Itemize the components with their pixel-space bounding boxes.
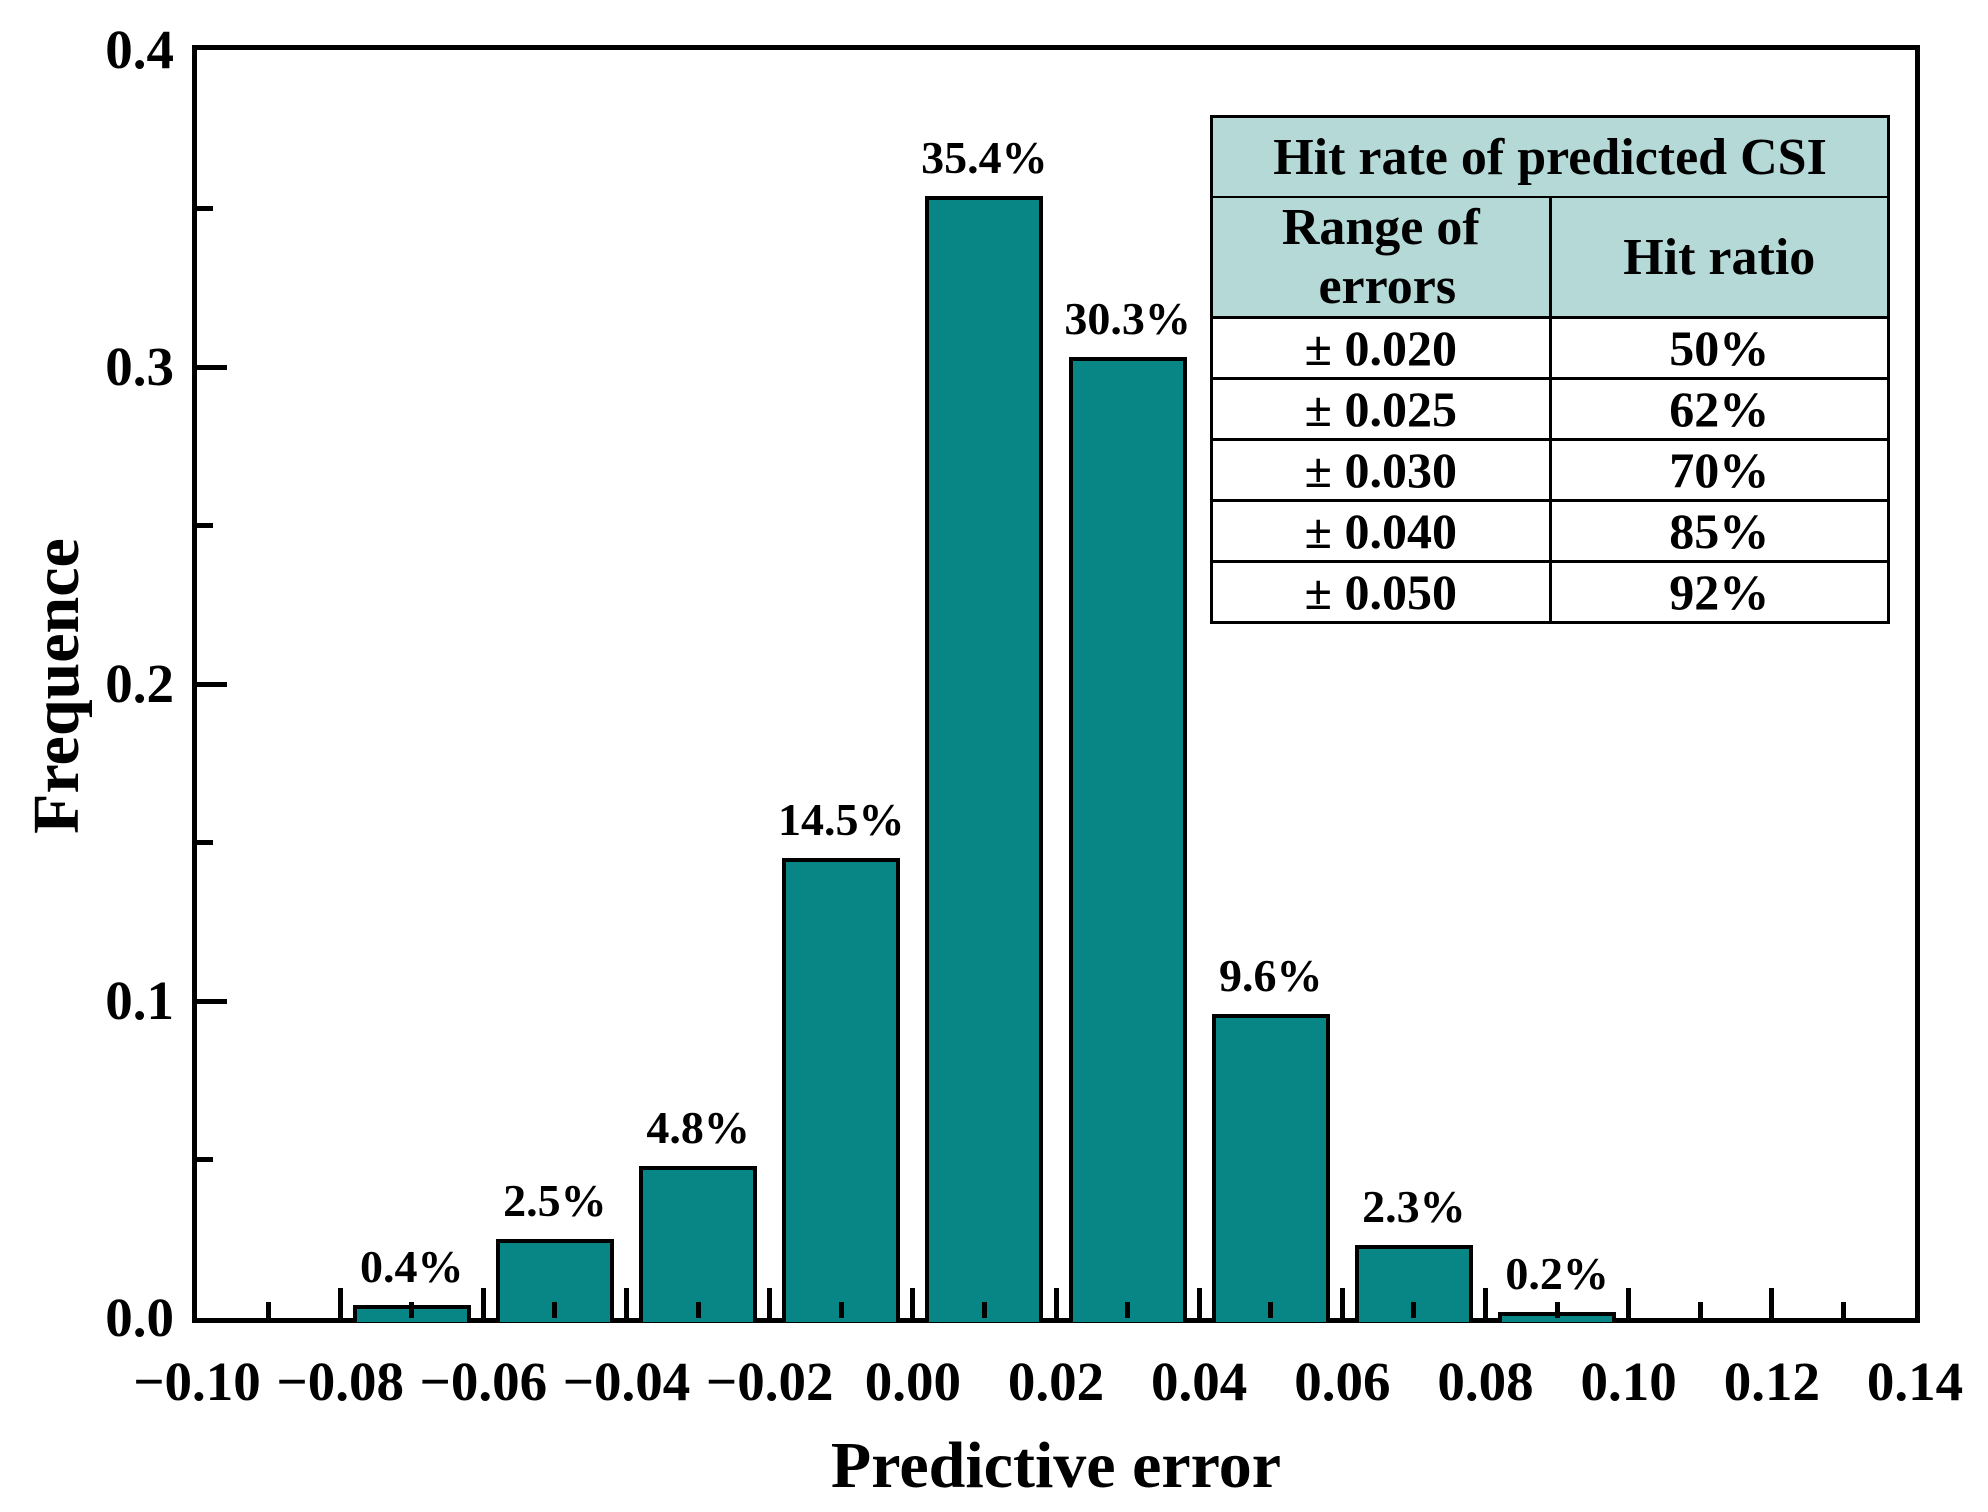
table-row: ± 0.050 92% [1210, 560, 1890, 624]
x-tick-label: −0.06 [419, 1351, 548, 1412]
x-major-tick [1769, 1288, 1775, 1318]
x-major-tick [1339, 1288, 1345, 1318]
bar-value-label: 2.5% [503, 1174, 607, 1226]
range-of-errors-cell: ± 0.040 [1210, 499, 1552, 563]
x-tick-label: 0.14 [1866, 1351, 1964, 1412]
y-tick-label: 0.2 [105, 653, 174, 714]
y-major-tick [197, 364, 227, 370]
table-row: ± 0.030 70% [1210, 438, 1890, 502]
x-tick-label: 0.10 [1580, 1351, 1677, 1412]
x-major-tick [337, 1288, 343, 1318]
x-minor-tick [1268, 1302, 1274, 1318]
x-tick-label: 0.08 [1437, 1351, 1534, 1412]
x-major-tick [1483, 1288, 1488, 1318]
x-minor-tick [1840, 1302, 1846, 1318]
x-minor-tick [266, 1302, 272, 1318]
bar-value-label: 35.4% [921, 131, 1048, 183]
table-row: ± 0.025 62% [1210, 377, 1890, 441]
x-minor-tick [552, 1302, 558, 1318]
hit-ratio-cell: 70% [1548, 438, 1890, 502]
bar-value-label: 14.5% [778, 794, 905, 846]
x-major-tick [1626, 1288, 1632, 1318]
x-axis-title: Predictive error [830, 1429, 1282, 1502]
y-tick-label: 0.4 [105, 19, 174, 80]
x-major-tick [624, 1288, 629, 1318]
hit-rate-table: Hit rate of predicted CSI Range of error… [1210, 115, 1890, 624]
hit-rate-table-body: ± 0.020 50% ± 0.025 62% ± 0.030 70% ± 0.040 85%… [1210, 316, 1890, 624]
x-tick-label: 0.04 [1151, 1351, 1248, 1412]
y-minor-tick [197, 206, 213, 211]
bar [1068, 357, 1187, 1322]
y-tick-label: 0.1 [105, 970, 174, 1031]
range-of-errors-cell: ± 0.020 [1210, 316, 1552, 380]
y-major-tick [197, 998, 227, 1004]
x-tick-label: −0.02 [705, 1351, 834, 1412]
x-tick-label: 0.02 [1007, 1351, 1105, 1412]
x-major-tick [480, 1288, 486, 1318]
x-major-tick [1053, 1288, 1059, 1318]
x-major-tick [767, 1288, 773, 1318]
x-minor-tick [981, 1302, 987, 1318]
x-minor-tick [409, 1302, 415, 1318]
x-tick-label: −0.04 [562, 1351, 691, 1412]
hit-ratio-cell: 85% [1548, 499, 1890, 563]
hit-ratio-cell: 50% [1548, 316, 1890, 380]
hit-ratio-cell: 92% [1548, 560, 1890, 624]
bar-value-label: 30.3% [1064, 293, 1191, 345]
x-tick-label: −0.08 [276, 1351, 404, 1412]
y-minor-tick [197, 1157, 213, 1162]
table-header-row: Range of errors Hit ratio [1210, 196, 1890, 319]
table-row: ± 0.020 50% [1210, 316, 1890, 380]
x-major-tick [1196, 1288, 1202, 1318]
bar-value-label: 4.8% [646, 1101, 750, 1153]
x-minor-tick [1554, 1302, 1560, 1318]
x-tick-label: 0.06 [1294, 1351, 1391, 1412]
x-major-tick [910, 1288, 916, 1318]
table-row: ± 0.040 85% [1210, 499, 1890, 563]
bar-value-label: 9.6% [1219, 949, 1323, 1001]
bar [925, 195, 1044, 1322]
hit-ratio-cell: 62% [1548, 377, 1890, 441]
bar [639, 1165, 758, 1322]
bar [782, 858, 901, 1322]
range-of-errors-cell: ± 0.025 [1210, 377, 1552, 441]
x-minor-tick [1411, 1302, 1417, 1318]
bar-value-label: 0.2% [1505, 1247, 1609, 1299]
plot-area [192, 45, 1920, 1323]
x-tick-label: −0.10 [133, 1351, 261, 1412]
table-title-row: Hit rate of predicted CSI [1210, 115, 1890, 198]
table-title: Hit rate of predicted CSI [1210, 115, 1890, 198]
range-of-errors-cell: ± 0.050 [1210, 560, 1552, 624]
y-major-tick [197, 681, 227, 687]
y-minor-tick [197, 840, 213, 845]
col-header-range-of-errors: Range of errors [1210, 196, 1552, 319]
bar-value-label: 2.3% [1362, 1181, 1466, 1233]
x-tick-label: 0.00 [864, 1351, 961, 1412]
bar-value-label: 0.4% [360, 1241, 464, 1293]
x-minor-tick [838, 1302, 844, 1318]
x-minor-tick [695, 1302, 701, 1318]
y-axis-title: Frequence [20, 538, 93, 834]
x-minor-tick [1697, 1302, 1703, 1318]
y-tick-label: 0.0 [105, 1287, 174, 1348]
x-tick-label: 0.12 [1723, 1351, 1820, 1412]
col-header-hit-ratio: Hit ratio [1548, 196, 1890, 319]
range-of-errors-cell: ± 0.030 [1210, 438, 1552, 502]
bar [1211, 1013, 1330, 1322]
y-tick-label: 0.3 [105, 336, 174, 397]
x-minor-tick [1125, 1302, 1131, 1318]
y-minor-tick [197, 523, 213, 528]
